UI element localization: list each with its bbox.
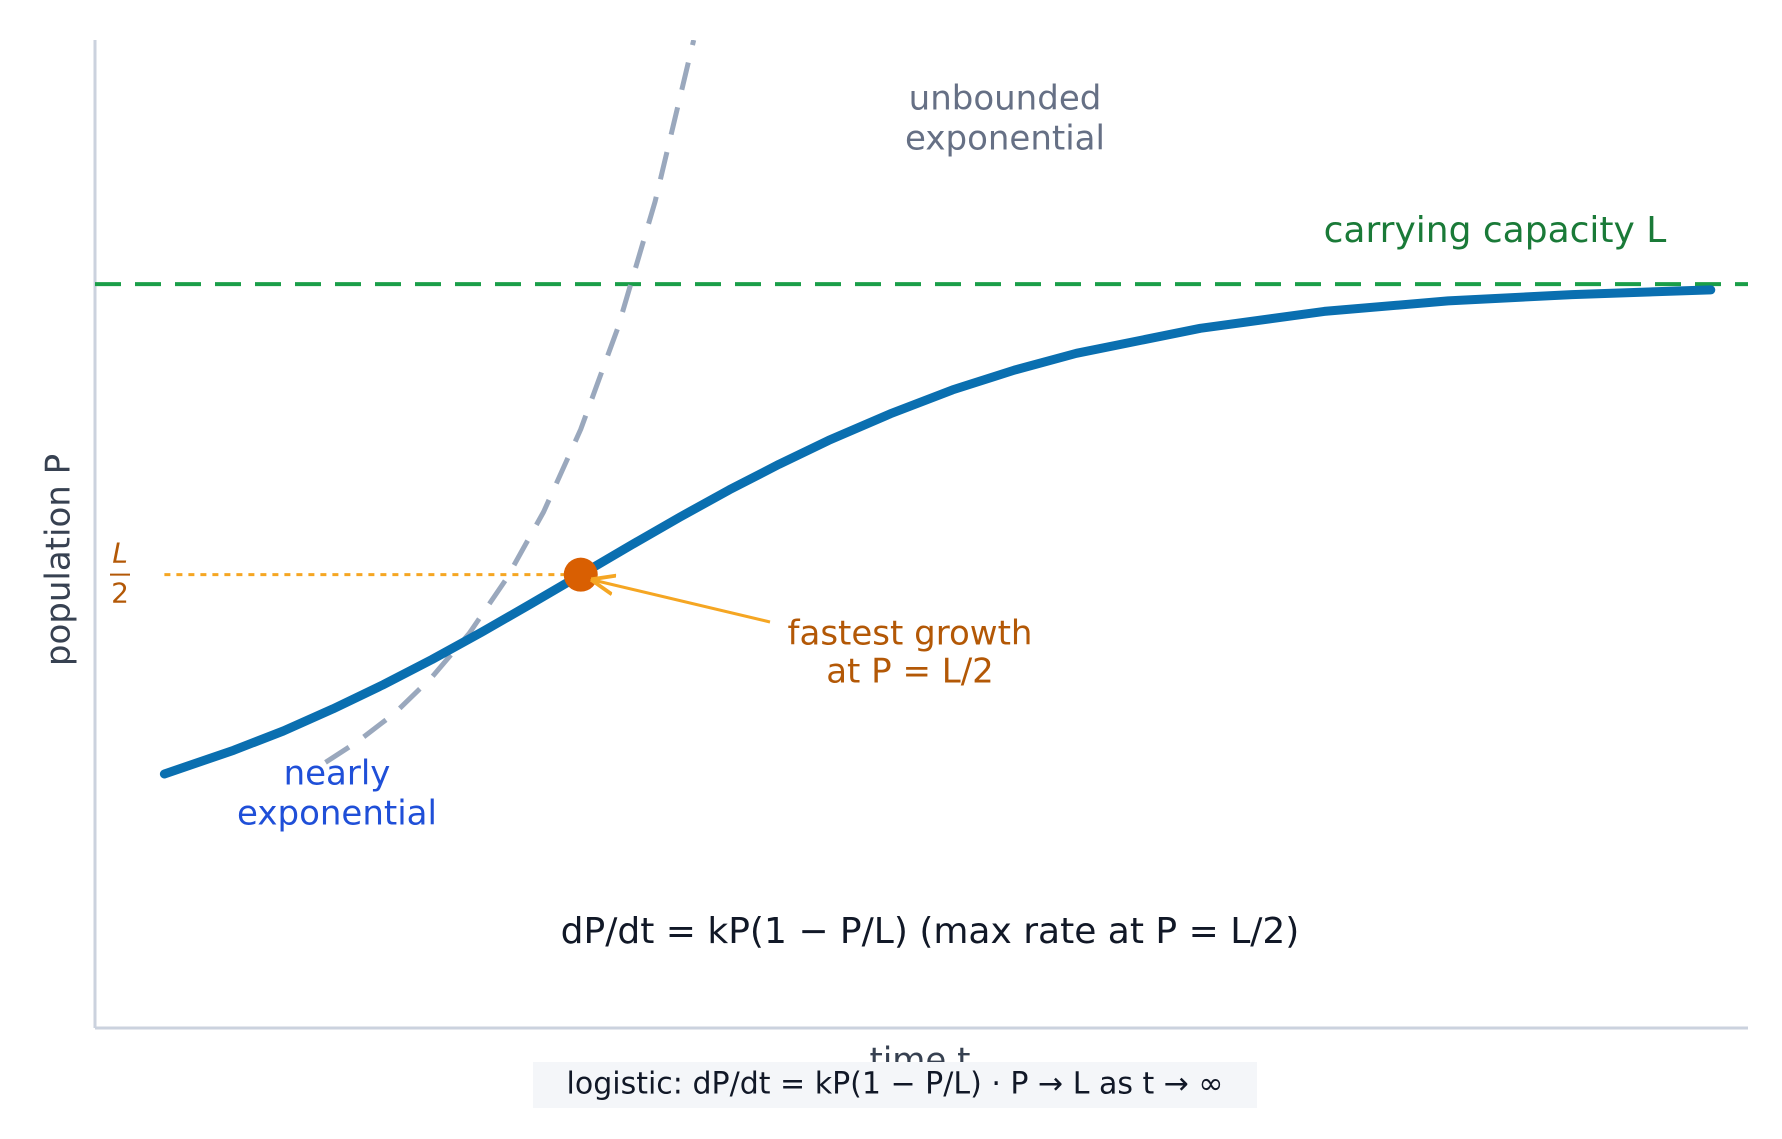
equation: dP/dt = kP(1 − P/L) (max rate at P = L/2…: [561, 911, 1300, 952]
half-level-denominator: 2: [111, 577, 129, 610]
half-level-numerator: L: [112, 537, 128, 570]
annotation: exponential: [237, 794, 437, 834]
footer-box: [533, 1062, 1257, 1108]
annotation: unbounded: [909, 79, 1102, 119]
annotation: fastest growth: [788, 614, 1033, 654]
plot-area: [95, 40, 1748, 779]
logistic-curve: [159, 285, 1716, 779]
footer: logistic: dP/dt = kP(1 − P/L) · P → L as…: [567, 1067, 1224, 1102]
annotation: exponential: [905, 119, 1105, 159]
capacity-label: carrying capacity L: [1324, 210, 1667, 251]
y-axis-label: population P: [39, 454, 79, 666]
annotation: nearly: [284, 754, 391, 794]
inflection-point: [563, 557, 598, 592]
annotation-arrow: [593, 580, 771, 624]
exponential-curve: [324, 40, 697, 765]
annotation: at P = L/2: [826, 652, 994, 692]
